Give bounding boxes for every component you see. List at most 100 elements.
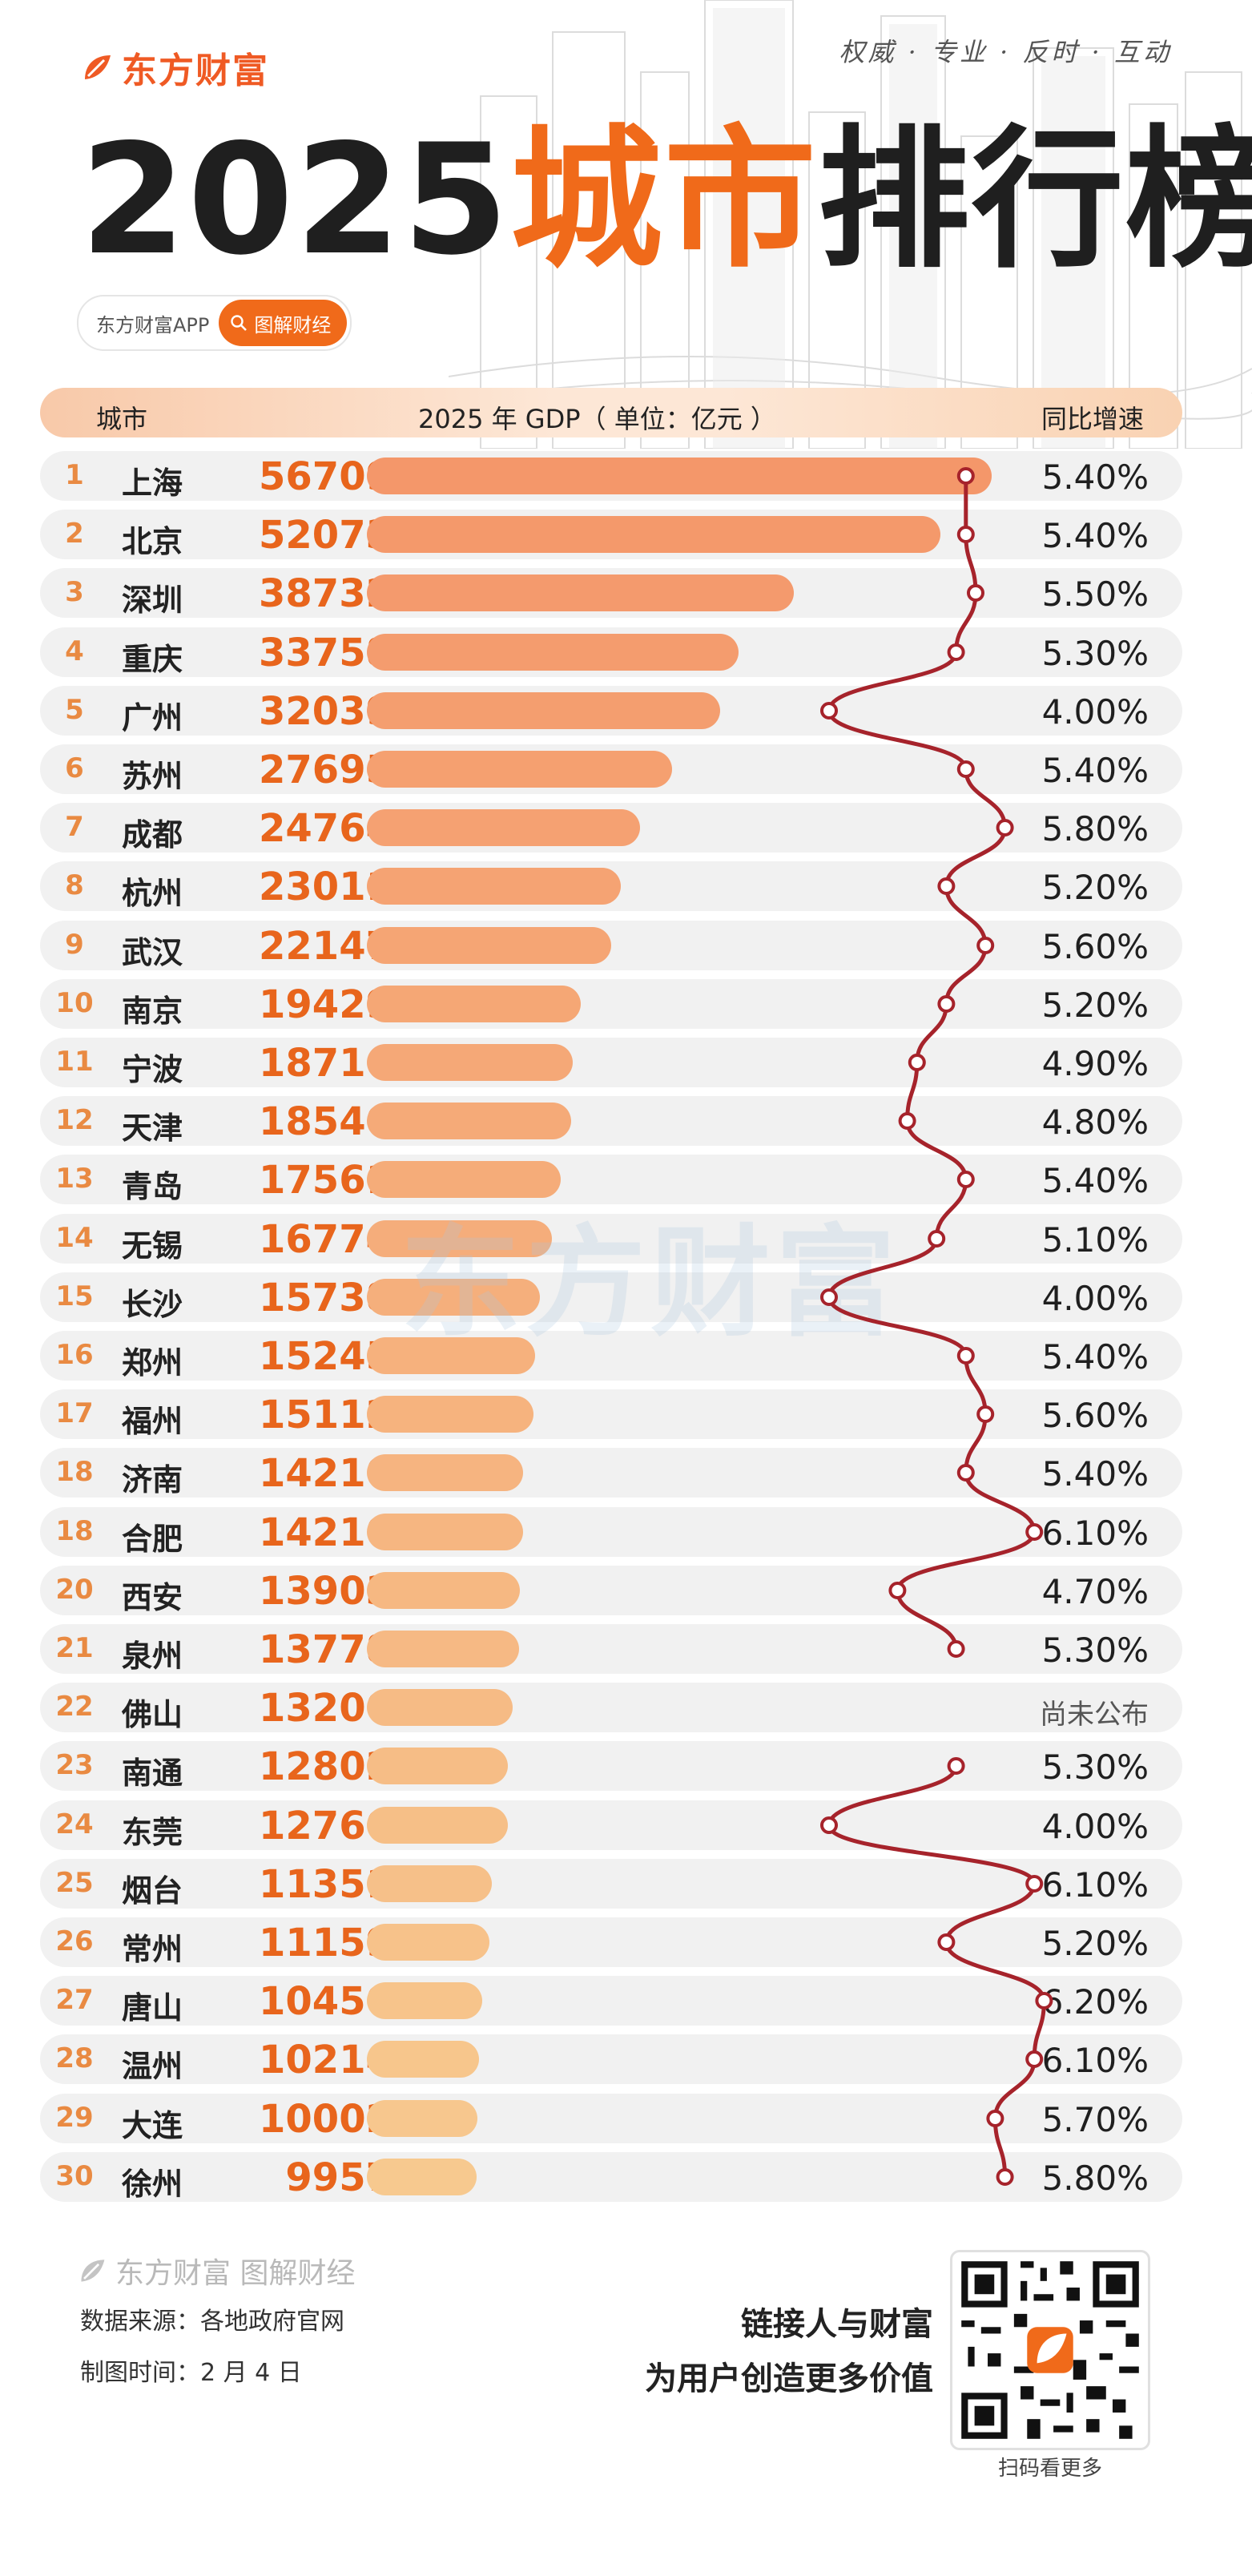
- brand-leaf-icon: [85, 55, 111, 79]
- row-city: 杭州: [122, 876, 183, 911]
- gdp-bar: [367, 2041, 479, 2078]
- row-growth: 5.40%: [1041, 1337, 1149, 1377]
- title-tail: 排行榜: [817, 111, 1252, 288]
- qr-code-icon: [961, 2261, 1139, 2439]
- row-rank: 14: [55, 1222, 94, 1254]
- header-city: 城市: [96, 404, 148, 434]
- row-growth: 6.20%: [1041, 1982, 1149, 2022]
- row-growth: 4.00%: [1041, 1807, 1149, 1846]
- row-growth: 5.10%: [1041, 1220, 1149, 1260]
- row-growth: 5.30%: [1041, 1748, 1149, 1787]
- row-rank: 13: [55, 1163, 94, 1195]
- row-growth: 4.00%: [1041, 692, 1149, 732]
- row-rank: 29: [55, 2102, 94, 2134]
- row-city: 无锡: [122, 1228, 183, 1264]
- row-city: 大连: [122, 2108, 183, 2143]
- row-city: 郑州: [122, 1345, 183, 1381]
- gdp-bar: [367, 1161, 561, 1198]
- table-row: 15 长沙 15738 4.00%: [40, 1272, 1182, 1322]
- row-growth: 5.20%: [1041, 1924, 1149, 1963]
- app-pill[interactable]: 东方财富APP 图解财经: [77, 295, 352, 351]
- row-growth: 5.80%: [1041, 2159, 1149, 2198]
- gdp-bar: [367, 634, 739, 671]
- row-rank: 22: [55, 1691, 94, 1723]
- gdp-bar: [367, 751, 672, 788]
- row-rank: 24: [55, 1808, 94, 1840]
- row-rank: 1: [65, 459, 84, 491]
- row-city: 北京: [122, 524, 183, 559]
- table-row: 21 泉州 13778 5.30%: [40, 1624, 1182, 1674]
- row-growth: 6.10%: [1041, 1514, 1149, 1553]
- table-row: 27 唐山 10450 6.20%: [40, 1976, 1182, 2026]
- row-city: 烟台: [122, 1873, 183, 1909]
- table-row: 2 北京 52073 5.40%: [40, 510, 1182, 559]
- gdp-bar: [367, 1924, 489, 1961]
- row-growth: 4.80%: [1041, 1103, 1149, 1142]
- row-growth: 5.60%: [1041, 927, 1149, 966]
- gdp-bar: [367, 458, 992, 494]
- row-growth: 5.20%: [1041, 986, 1149, 1025]
- table-row: 3 深圳 38732 5.50%: [40, 568, 1182, 618]
- table-row: 18 济南 14210 5.40%: [40, 1448, 1182, 1498]
- row-rank: 18: [55, 1456, 94, 1488]
- row-growth: 5.60%: [1041, 1396, 1149, 1435]
- row-city: 合肥: [122, 1522, 183, 1557]
- gdp-bar: [367, 1982, 482, 2019]
- brand-logo: 东方财富: [80, 42, 269, 93]
- row-rank: 18: [55, 1515, 94, 1547]
- table-row: 26 常州 11159 5.20%: [40, 1917, 1182, 1967]
- app-label: 东方财富APP: [96, 313, 210, 337]
- row-rank: 17: [55, 1397, 94, 1429]
- row-city: 成都: [122, 817, 183, 853]
- row-city: 佛山: [122, 1697, 183, 1732]
- tagline-1: 链接人与财富: [741, 2306, 933, 2343]
- gdp-bar: [367, 1396, 533, 1433]
- gdp-bar: [367, 809, 640, 846]
- watermark: 东方财富: [401, 1214, 901, 1353]
- search-icon: [231, 315, 248, 331]
- gdp-bar: [367, 2100, 477, 2137]
- table-row: 9 武汉 22147 5.60%: [40, 921, 1182, 970]
- row-rank: 30: [55, 2160, 94, 2192]
- gdp-bar: [367, 868, 621, 905]
- row-city: 长沙: [122, 1287, 183, 1322]
- row-growth: 5.40%: [1041, 516, 1149, 555]
- gdp-bar: [367, 1631, 519, 1667]
- row-city: 西安: [122, 1580, 183, 1615]
- table-row: 23 南通 12802 5.30%: [40, 1741, 1182, 1791]
- row-city: 东莞: [122, 1815, 183, 1850]
- row-city: 泉州: [122, 1639, 183, 1674]
- title-year: 2025: [80, 111, 510, 288]
- table-row: 12 天津 18540 4.80%: [40, 1096, 1182, 1146]
- row-city: 徐州: [122, 2167, 183, 2202]
- table-row: 24 东莞 12760 4.00%: [40, 1800, 1182, 1850]
- header-gdp: 2025 年 GDP（ 单位：亿元 ）: [418, 404, 776, 434]
- gdp-bar: [367, 927, 611, 964]
- row-rank: 21: [55, 1632, 94, 1664]
- gdp-bar: [367, 1337, 535, 1374]
- chart-date: 制图时间：2 月 4 日: [80, 2359, 302, 2387]
- gdp-bar: [367, 1807, 508, 1844]
- row-growth: 5.40%: [1041, 1454, 1149, 1494]
- row-city: 济南: [122, 1462, 183, 1498]
- row-rank: 3: [65, 576, 84, 608]
- gdp-bar: [367, 574, 794, 611]
- row-rank: 11: [55, 1046, 94, 1078]
- row-city: 宁波: [122, 1052, 183, 1087]
- qr-code[interactable]: [950, 2250, 1150, 2450]
- row-rank: 15: [55, 1280, 94, 1312]
- table-row: 25 烟台 11351 6.10%: [40, 1859, 1182, 1909]
- row-rank: 10: [55, 987, 94, 1019]
- brand-slogan: 权威 · 专业 · 反时 · 互动: [839, 37, 1172, 67]
- row-rank: 9: [65, 929, 84, 961]
- row-growth: 5.50%: [1041, 574, 1149, 614]
- row-city: 天津: [122, 1111, 183, 1146]
- table-row: 6 苏州 27695 5.40%: [40, 744, 1182, 794]
- row-rank: 23: [55, 1749, 94, 1781]
- row-city: 苏州: [122, 759, 183, 794]
- row-growth: 5.20%: [1041, 868, 1149, 907]
- gdp-bar: [367, 1103, 571, 1139]
- gdp-bar: [367, 1865, 492, 1902]
- row-growth: 5.30%: [1041, 1631, 1149, 1670]
- tag-button[interactable]: 图解财经: [219, 300, 348, 346]
